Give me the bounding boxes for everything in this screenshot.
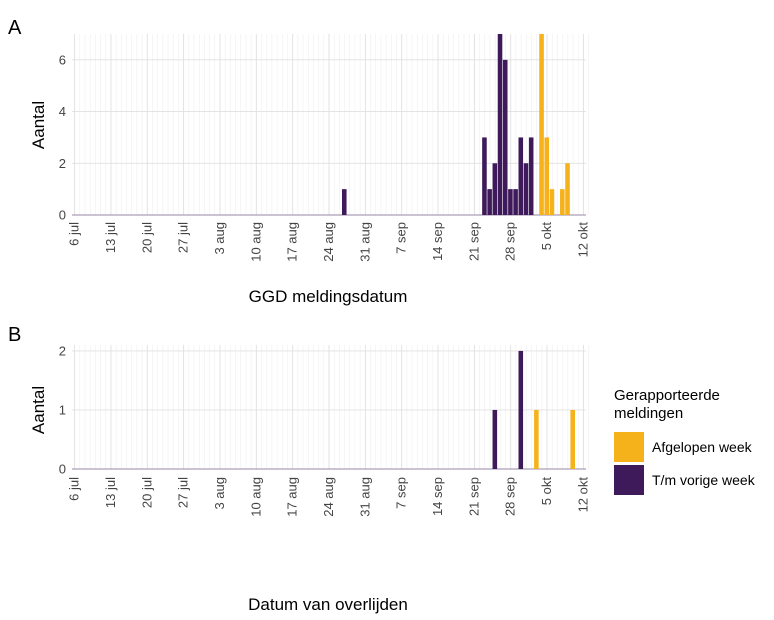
bar	[523, 163, 529, 215]
x-tick-label: 6 jul	[67, 477, 82, 501]
panel-b-y-label: Aantal	[29, 386, 48, 434]
legend-title-line1: Gerapporteerde	[614, 387, 720, 404]
x-tick-label: 20 jul	[139, 477, 154, 508]
bar	[482, 137, 487, 215]
bar	[497, 34, 503, 215]
x-tick-label: 31 aug	[357, 477, 372, 517]
x-tick-label: 3 aug	[212, 477, 227, 510]
x-tick-label: 21 sep	[466, 477, 481, 516]
bar	[492, 409, 498, 469]
x-tick-label: 10 aug	[248, 222, 263, 262]
legend-swatch-afgelopen	[614, 432, 644, 462]
legend-label-vorige: T/m vorige week	[652, 472, 756, 488]
x-tick-label: 13 jul	[103, 222, 118, 253]
bar	[560, 189, 565, 215]
panel-a-y-ticks: 0 2 4 6	[59, 52, 66, 222]
panel-b-letter: B	[8, 324, 21, 346]
x-tick-label: 28 sep	[503, 477, 518, 516]
bar	[502, 59, 508, 215]
x-tick-label: 31 aug	[357, 222, 372, 262]
legend-swatch-vorige	[614, 465, 644, 495]
x-tick-label: 7 sep	[394, 222, 409, 254]
y-tick-label: 0	[59, 208, 66, 223]
bar	[534, 409, 539, 469]
x-tick-label: 17 aug	[285, 477, 300, 517]
x-tick-label: 20 jul	[139, 222, 154, 253]
y-tick-label: 1	[59, 402, 66, 417]
panel-a-y-label: Aantal	[29, 101, 48, 149]
panel-a-x-label: GGD meldingsdatum	[249, 287, 408, 306]
bar	[549, 189, 555, 215]
bar	[570, 409, 575, 469]
legend-label-afgelopen: Afgelopen week	[652, 439, 753, 455]
bar	[565, 163, 570, 215]
x-tick-label: 12 okt	[575, 477, 590, 513]
panel-a-x-ticks: 6 jul 13 jul 20 jul 27 jul 3 aug 10 aug 17 aug…	[67, 222, 591, 262]
x-tick-label: 27 jul	[176, 477, 191, 508]
x-tick-label: 21 sep	[466, 222, 481, 261]
panel-a-bars	[341, 34, 570, 215]
y-tick-label: 4	[59, 104, 66, 119]
y-tick-label: 2	[59, 343, 66, 358]
bar	[518, 350, 524, 469]
x-tick-label: 7 sep	[394, 477, 409, 509]
panel-b-bars	[492, 350, 575, 469]
x-tick-label: 24 aug	[321, 477, 336, 517]
panel-b: B 0 1 2 6 jul 13 jul 20 jul 27 jul 3 aug 10 aug…	[8, 324, 590, 614]
bar	[513, 189, 518, 215]
bar	[508, 189, 513, 215]
bar	[518, 137, 524, 215]
panel-a-letter: A	[8, 17, 22, 39]
x-tick-label: 13 jul	[103, 477, 118, 508]
x-tick-label: 14 sep	[430, 222, 445, 261]
panel-a-grid	[72, 34, 589, 216]
x-tick-label: 5 okt	[539, 477, 554, 506]
y-tick-label: 0	[59, 462, 66, 477]
x-tick-label: 5 okt	[539, 222, 554, 251]
x-tick-label: 27 jul	[176, 222, 191, 253]
x-tick-label: 12 okt	[575, 222, 590, 258]
x-tick-label: 10 aug	[248, 477, 263, 517]
bar	[544, 137, 550, 215]
bar	[539, 34, 544, 215]
legend-title-line2: meldingen	[614, 405, 683, 422]
bar	[492, 163, 498, 215]
x-tick-label: 17 aug	[285, 222, 300, 262]
panel-b-x-label: Datum van overlijden	[248, 595, 408, 614]
x-tick-label: 14 sep	[430, 477, 445, 516]
x-tick-label: 3 aug	[212, 222, 227, 255]
x-tick-label: 28 sep	[503, 222, 518, 261]
panel-a: A 0 2 4 6 6 jul 13 jul 20 jul 27 jul 3 aug 10 au…	[8, 17, 590, 306]
x-tick-label: 6 jul	[67, 222, 82, 246]
panel-b-x-ticks: 6 jul 13 jul 20 jul 27 jul 3 aug 10 aug 17 aug…	[67, 477, 591, 517]
y-tick-label: 6	[59, 52, 66, 67]
bar	[487, 189, 492, 215]
panel-b-y-ticks: 0 1 2	[59, 343, 66, 476]
legend: Gerapporteerde meldingen Afgelopen week …	[614, 387, 756, 495]
panel-b-grid	[72, 345, 589, 470]
bar	[341, 189, 347, 215]
y-tick-label: 2	[59, 156, 66, 171]
bar	[528, 137, 534, 215]
x-tick-label: 24 aug	[321, 222, 336, 262]
